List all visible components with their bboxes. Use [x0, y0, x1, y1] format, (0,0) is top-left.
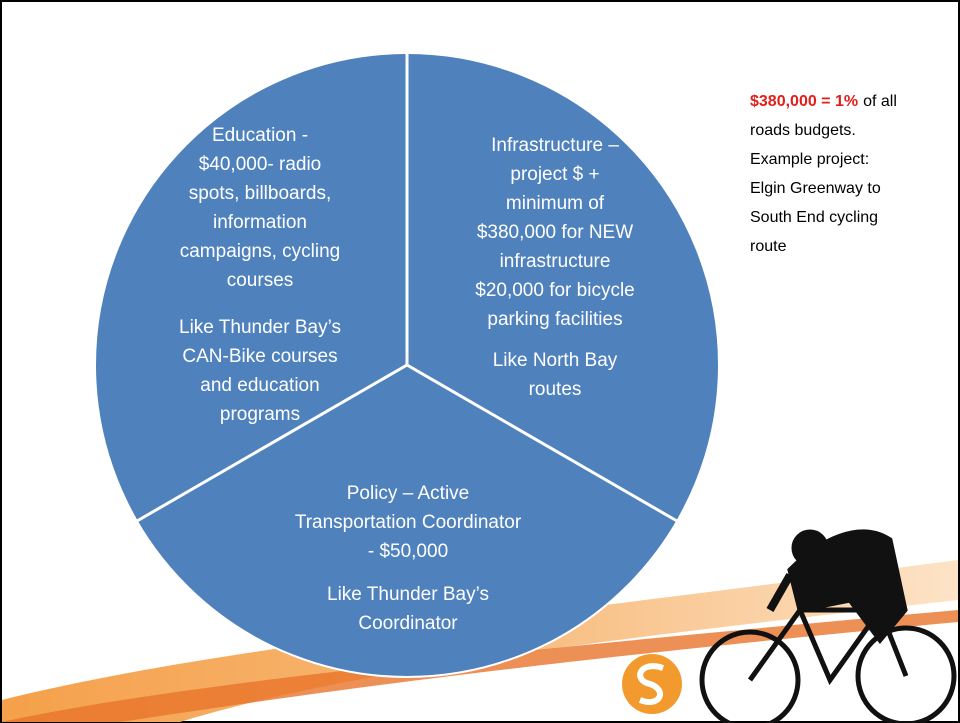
logo	[622, 654, 682, 714]
segment-text: Transportation Coordinator	[295, 512, 522, 533]
segment-text: and education	[200, 375, 319, 396]
segment-text: minimum of	[506, 193, 605, 214]
segment-text: - $50,000	[368, 541, 448, 562]
note-line: Example project:	[750, 151, 869, 168]
segment-text: information	[213, 212, 307, 233]
note-line: $380,000 = 1% of all	[750, 93, 897, 110]
segment-text: Policy – Active	[347, 483, 470, 504]
segment-text: infrastructure	[500, 251, 611, 272]
segment-text: project $ +	[510, 164, 599, 185]
note-highlight: $380,000 = 1%	[750, 93, 858, 110]
divider	[136, 363, 408, 523]
segment-text: $20,000 for bicycle	[475, 280, 635, 301]
segment-text: campaigns, cycling	[180, 241, 341, 262]
cyclist	[699, 529, 957, 723]
note-line: South End cycling	[750, 209, 878, 226]
segment-text: programs	[220, 404, 300, 425]
note-line: Elgin Greenway to	[750, 180, 881, 197]
segment-text: parking facilities	[487, 309, 622, 330]
segment-text: Like Thunder Bay’s	[179, 317, 341, 338]
segment-text: $380,000 for NEW	[477, 222, 633, 243]
divider	[406, 363, 678, 523]
note-line: route	[750, 238, 787, 255]
segment-text: courses	[227, 270, 294, 291]
segment-text: $40,000- radio	[199, 154, 322, 175]
note-text: of all	[863, 93, 897, 110]
segment-text: Coordinator	[358, 613, 458, 634]
note-line: roads budgets.	[750, 122, 856, 139]
segment-text: Education -	[212, 125, 308, 146]
segment-text: Infrastructure –	[491, 135, 619, 156]
dividers	[136, 53, 678, 523]
segment-text: CAN-Bike courses	[182, 346, 337, 367]
segment-text: routes	[529, 379, 582, 400]
segment-text: Like North Bay	[493, 350, 618, 371]
segment-text: Like Thunder Bay’s	[327, 584, 489, 605]
segment-text: spots, billboards,	[189, 183, 332, 204]
